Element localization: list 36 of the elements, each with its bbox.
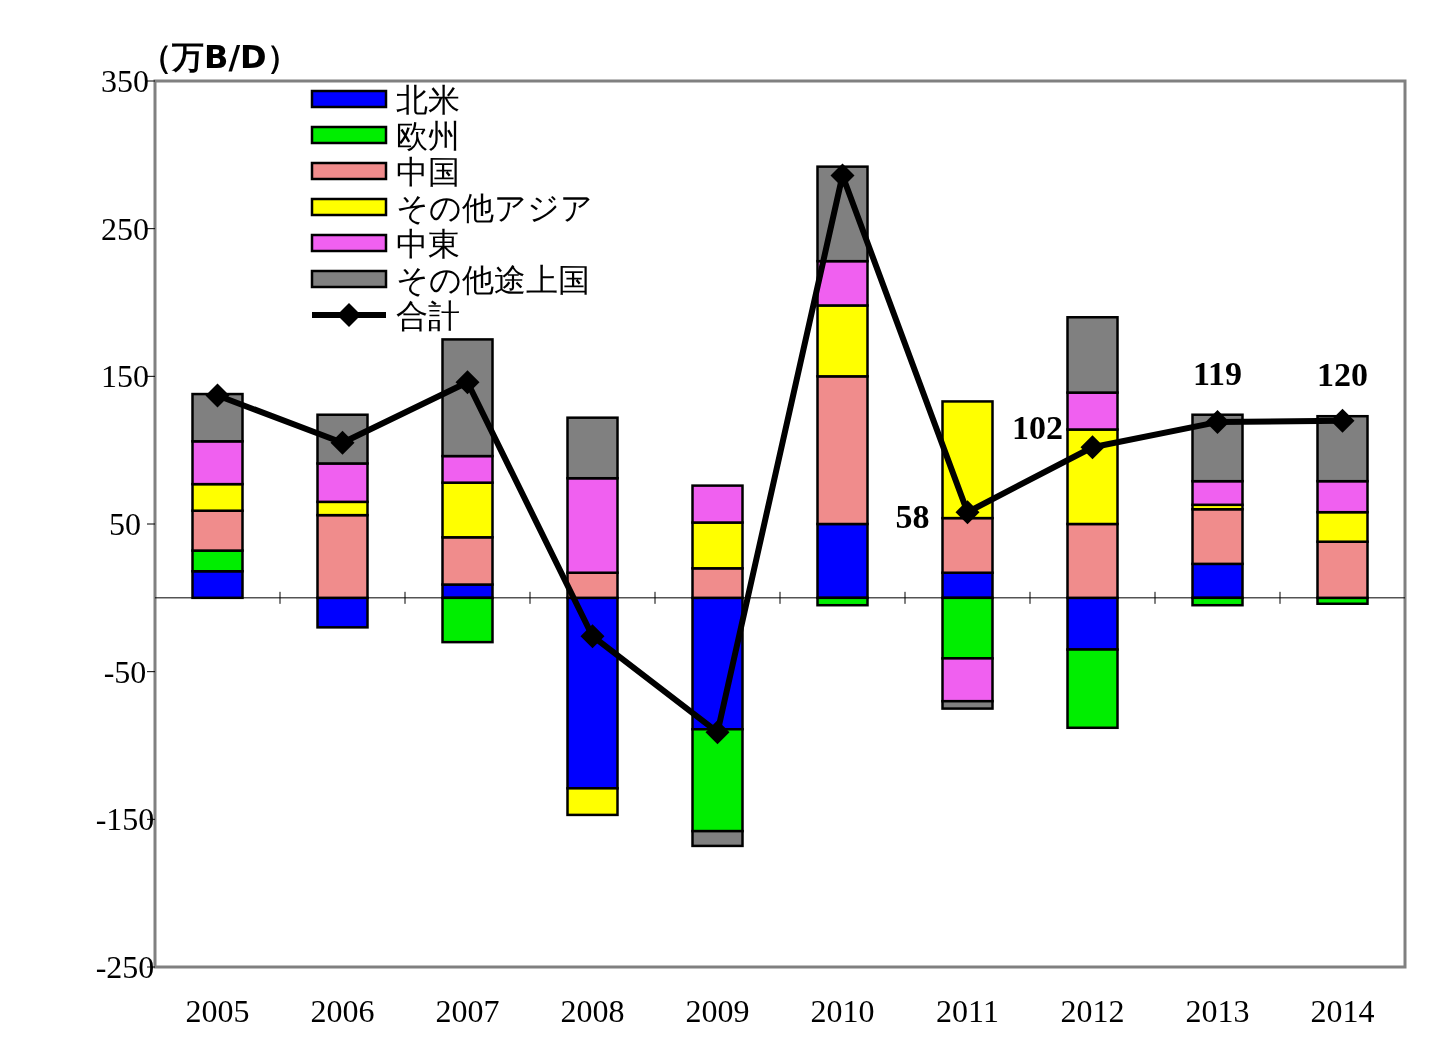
legend-label: 北米	[396, 81, 460, 119]
point	[830, 163, 855, 188]
x-tick-label: 2007	[435, 993, 500, 1029]
point	[455, 370, 480, 395]
point	[1080, 435, 1105, 460]
legend-label: 合計	[396, 297, 460, 335]
data-label: 58	[895, 498, 930, 536]
legend-label: その他途上国	[396, 261, 590, 299]
legend-label: 中国	[396, 153, 460, 191]
y-tick-label: 250	[101, 210, 149, 247]
data-label: 102	[1012, 409, 1063, 447]
legend-label: 中東	[396, 225, 460, 263]
x-tick-label: 2006	[310, 993, 375, 1029]
point	[1205, 410, 1230, 435]
data-label: 120	[1317, 356, 1368, 394]
x-tick-label: 2009	[685, 993, 750, 1029]
y-tick-label: -50	[103, 653, 147, 690]
point	[705, 720, 730, 745]
x-tick-label: 2014	[1310, 993, 1375, 1029]
x-tick-label: 2008	[560, 993, 625, 1029]
data-label: 119	[1192, 354, 1243, 392]
x-tick-label: 2012	[1060, 993, 1125, 1029]
legend-label: その他アジア	[396, 189, 593, 227]
y-tick-label: 150	[101, 358, 149, 395]
x-tick-label: 2010	[810, 993, 875, 1029]
point	[1330, 408, 1355, 433]
y-tick-label: -150	[95, 801, 155, 838]
y-tick-label: 50	[109, 506, 141, 542]
x-tick-label: 2011	[936, 993, 999, 1029]
legend-label: 欧州	[396, 117, 460, 155]
point	[580, 624, 605, 649]
point	[205, 383, 230, 408]
y-tick-label: -250	[95, 949, 155, 985]
x-tick-label: 2005	[185, 993, 250, 1029]
x-tick-label: 2013	[1185, 993, 1250, 1029]
point	[955, 500, 980, 525]
